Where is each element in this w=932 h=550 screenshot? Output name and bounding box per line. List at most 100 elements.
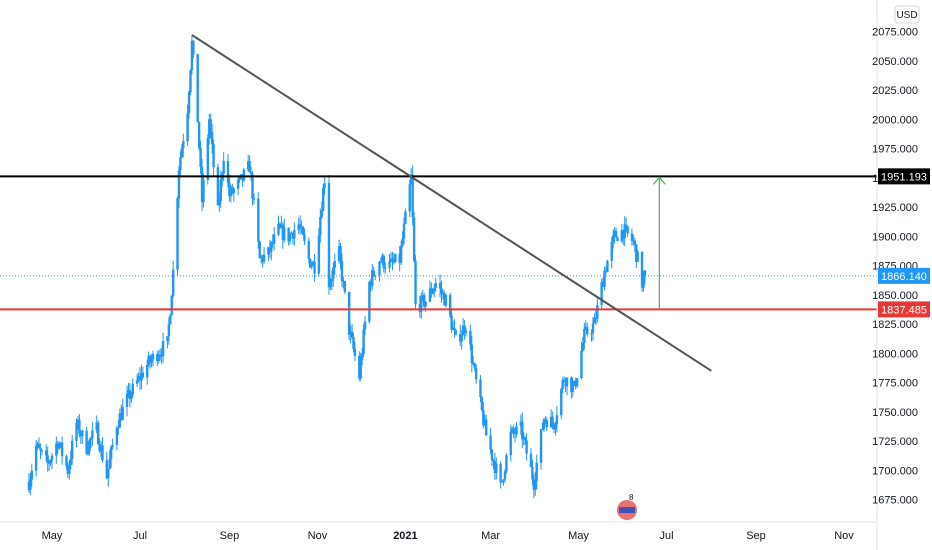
candle-body: [347, 291, 351, 335]
drawing-overlays: [0, 34, 877, 372]
candle-body: [388, 261, 391, 268]
candle-body: [613, 230, 616, 236]
candle-body: [131, 383, 134, 395]
candle-body: [424, 301, 427, 307]
candle-body: [219, 179, 222, 201]
x-tick-label: May: [568, 530, 589, 542]
candle-body: [78, 419, 81, 435]
flag-icon-stripe: [619, 507, 635, 513]
candle-body: [319, 216, 322, 236]
candle-body: [323, 183, 326, 188]
candle-body: [464, 330, 468, 333]
time-axis[interactable]: May Jul Sep Nov 2021 Mar May Jul Sep Nov: [42, 530, 855, 542]
candle-body: [434, 282, 437, 288]
candle-body: [177, 170, 181, 199]
candle-body: [34, 446, 38, 471]
candle-body: [600, 281, 603, 306]
currency-text: USD: [896, 10, 917, 21]
candle-body: [451, 327, 455, 330]
y-tick-label: 1800.000: [872, 348, 918, 360]
candle-body: [137, 376, 140, 381]
candle-body: [333, 261, 336, 268]
candle-body: [414, 260, 417, 305]
x-tick-label: 2021: [393, 530, 417, 542]
currency-label[interactable]: USD: [894, 5, 920, 24]
candle-body: [337, 246, 341, 262]
candle-body: [505, 455, 508, 472]
candle-body: [246, 161, 250, 170]
candle-body: [222, 160, 225, 174]
candle-body: [120, 413, 123, 420]
y-tick-label: 1675.000: [872, 495, 918, 507]
candle-body: [81, 430, 84, 437]
candle-body: [515, 426, 518, 435]
candle-body: [267, 247, 270, 255]
candle-body: [291, 233, 295, 239]
candle-body: [150, 359, 153, 363]
candle-body: [593, 318, 596, 324]
candle-body: [611, 235, 615, 242]
flag-icon[interactable]: 8: [617, 493, 637, 520]
candle-body: [460, 335, 463, 342]
candle-body: [70, 440, 74, 460]
candle-body: [310, 264, 313, 268]
candle-body: [381, 255, 384, 263]
candle-body: [555, 415, 559, 425]
candle-body: [420, 295, 423, 312]
target-arrow-head: [652, 176, 666, 185]
candle-body: [584, 326, 587, 329]
candle-body: [512, 428, 515, 433]
candle-body: [369, 281, 373, 286]
candle-body: [125, 393, 129, 408]
candle-body: [378, 261, 381, 276]
candle-body: [309, 258, 312, 268]
candle-body: [96, 422, 100, 445]
candle-body: [640, 251, 644, 288]
candle-body: [616, 237, 619, 242]
candle-body: [422, 295, 426, 307]
candle-body: [303, 234, 306, 241]
candle-body: [288, 233, 292, 242]
candle-body: [353, 348, 357, 356]
candle-body: [287, 227, 290, 242]
candle-body: [362, 329, 365, 354]
candle-body: [196, 54, 199, 123]
candle-body: [69, 459, 72, 466]
price-axis[interactable]: 1675.000 1700.000 1725.000 1750.000 1775.000…: [872, 27, 918, 507]
candle-body: [46, 455, 49, 464]
candle-body: [49, 460, 52, 464]
candle-body: [329, 281, 332, 288]
candle-body: [421, 295, 424, 297]
candle-body: [402, 223, 406, 239]
candle-body: [352, 337, 355, 349]
candle-body: [249, 172, 253, 175]
candle-body: [594, 318, 598, 320]
candle-body: [55, 443, 58, 456]
candle-body: [463, 325, 466, 333]
candle-body: [392, 261, 396, 263]
candle-body: [141, 372, 145, 378]
candle-body: [544, 419, 547, 421]
candle-body: [401, 238, 404, 246]
candle-body: [332, 267, 335, 279]
y-tick-label: 1725.000: [872, 436, 918, 448]
candle-body: [534, 480, 537, 490]
candle-body: [525, 440, 528, 454]
candle-body: [472, 363, 475, 365]
candle-body: [583, 328, 586, 343]
candle-body: [270, 242, 273, 252]
candle-body: [554, 424, 557, 430]
candle-body: [300, 227, 303, 229]
candle-body: [146, 364, 149, 378]
candle-body: [36, 443, 39, 447]
candle-body: [206, 138, 210, 180]
x-tick-label: Nov: [308, 530, 328, 542]
candle-body: [79, 434, 83, 437]
candle-body: [297, 224, 300, 231]
candle-body: [443, 293, 446, 306]
candle-body: [551, 416, 554, 424]
y-tick-label: 1850.000: [872, 290, 918, 302]
candle-body: [626, 226, 629, 234]
candle-series: [27, 35, 647, 499]
